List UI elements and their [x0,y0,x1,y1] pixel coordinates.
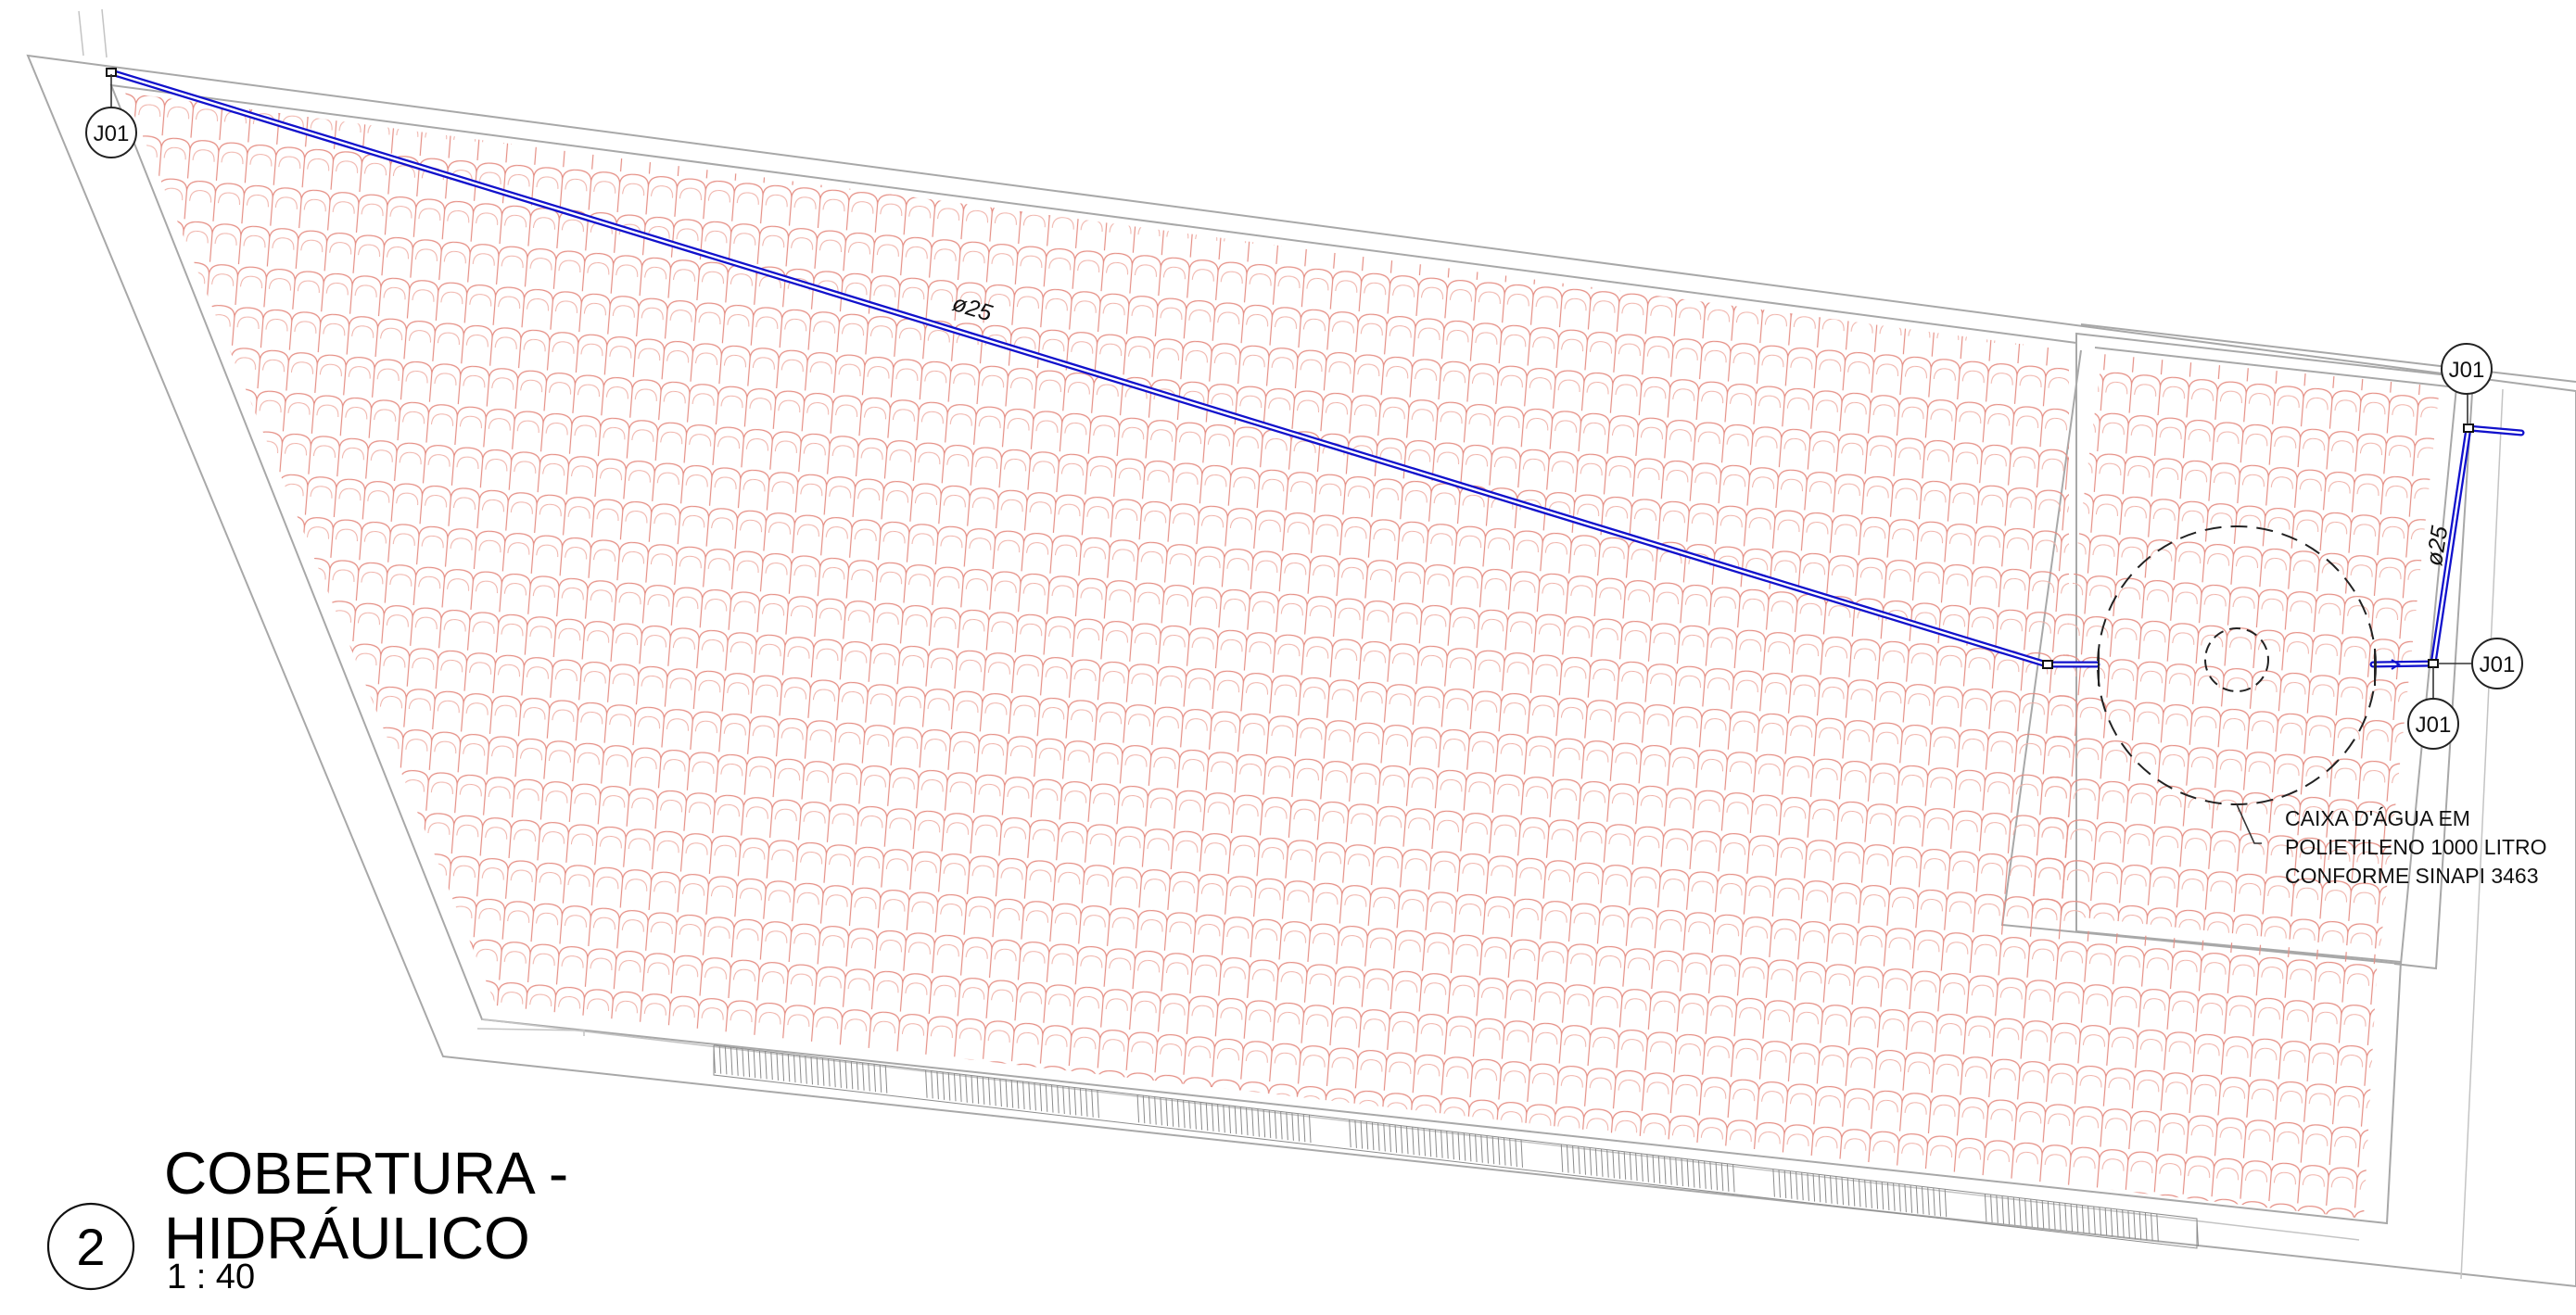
pipe-right-run [2369,424,2525,668]
tag-j01-right: J01 [2438,638,2523,689]
view-number-circle [46,1202,135,1291]
view-title-block: 2 COBERTURA - HIDRÁULICO 1 : 40 [46,1140,568,1296]
building-outline [26,8,2576,1288]
svg-text:J01: J01 [2416,713,2452,738]
tank-note-line2: POLIETILENO 1000 LITRO [2285,835,2547,859]
svg-text:J01: J01 [2449,358,2485,383]
tag-j01-bottom-right: J01 [2407,667,2459,750]
view-number: 2 [76,1218,105,1276]
tag-j01-left: J01 [85,74,137,158]
eave-strip [713,1044,2199,1249]
tag-j01-top-right: J01 [2441,343,2493,424]
tank-note: CAIXA D'ÁGUA EM POLIETILENO 1000 LITRO C… [2236,803,2547,888]
view-title-line1: COBERTURA - [164,1140,568,1207]
tank-note-line1: CAIXA D'ÁGUA EM [2285,806,2470,830]
pipe-diameter-label-right: ø25 [2421,525,2453,568]
view-title-line2: HIDRÁULICO [164,1205,530,1271]
svg-text:J01: J01 [94,121,130,146]
svg-text:J01: J01 [2480,652,2516,677]
tank-note-line3: CONFORME SINAPI 3463 [2285,864,2539,888]
view-scale: 1 : 40 [167,1258,255,1296]
